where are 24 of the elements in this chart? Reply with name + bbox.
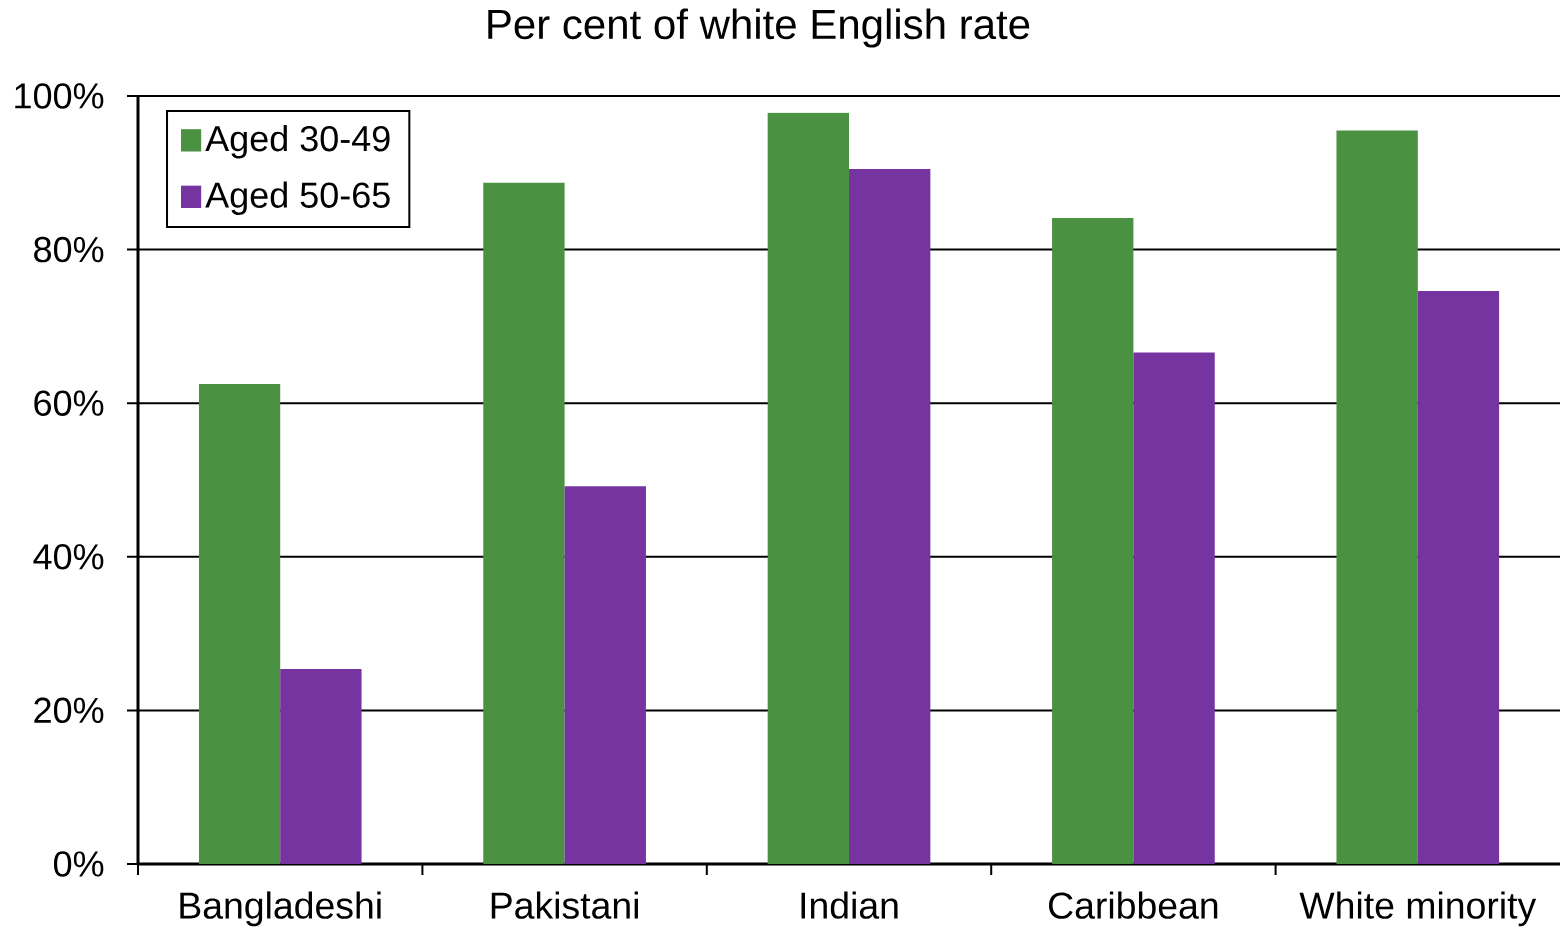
x-tick-label: Caribbean xyxy=(1049,891,1218,919)
x-tick-label: Bangladeshi xyxy=(180,891,381,927)
bar xyxy=(564,486,646,864)
bar xyxy=(1336,130,1418,864)
x-tick-label: White minority xyxy=(1299,891,1537,927)
bar xyxy=(198,383,281,864)
chart-title: Per cent of white English rate xyxy=(488,8,1030,48)
bar xyxy=(1133,352,1215,864)
bar xyxy=(849,168,931,864)
bar xyxy=(767,112,850,864)
x-tick-label: Indian xyxy=(801,891,898,919)
bar xyxy=(280,668,362,864)
legend-label: Aged 50-65 xyxy=(205,181,390,215)
y-tick-label: 0% xyxy=(53,851,104,877)
y-tick-label: 80% xyxy=(34,236,104,263)
bar xyxy=(1417,291,1500,864)
y-tick-label: 40% xyxy=(33,544,104,570)
legend-label: Aged 30-49 xyxy=(205,124,390,159)
x-tick-label: Pakistani xyxy=(491,891,638,919)
y-tick-label: 60% xyxy=(34,390,104,416)
bar xyxy=(483,182,565,864)
bar xyxy=(1052,218,1134,864)
y-tick-label: 20% xyxy=(34,697,104,724)
y-tick-label: 100% xyxy=(15,83,104,109)
